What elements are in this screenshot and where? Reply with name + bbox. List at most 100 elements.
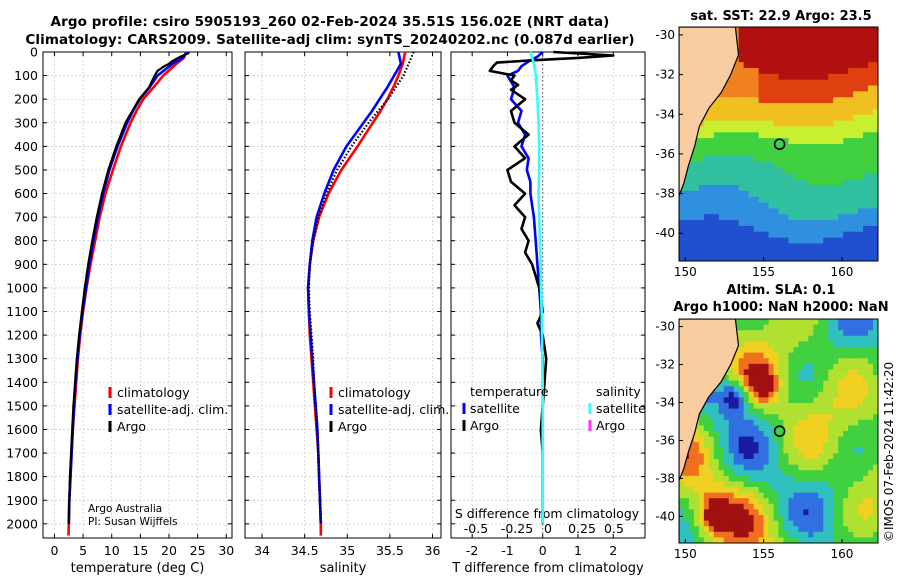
lat-tick-label: -40 bbox=[655, 226, 675, 240]
credit-line1: Argo Australia bbox=[88, 503, 162, 515]
y-tick-label: 1900 bbox=[6, 493, 38, 508]
axes-frame bbox=[244, 51, 442, 539]
argo-position-marker bbox=[773, 425, 786, 437]
lon-tick-label: 155 bbox=[752, 547, 775, 561]
x-tick-label: 34 bbox=[254, 543, 270, 558]
y-tick-label: 0 bbox=[30, 45, 38, 60]
lon-tick-label: 160 bbox=[831, 265, 854, 279]
x-tick-label: 25 bbox=[190, 543, 206, 558]
legend-label: Argo bbox=[338, 419, 367, 434]
secondary-tick-label: 0 bbox=[544, 521, 552, 536]
x-tick-label: 1 bbox=[574, 543, 582, 558]
y-tick-label: 2000 bbox=[6, 516, 38, 531]
x-tick-label: 2 bbox=[609, 543, 617, 558]
y-tick-label: 1500 bbox=[6, 398, 38, 413]
x-tick-label: 0 bbox=[50, 543, 58, 558]
lon-tick-label: 150 bbox=[674, 547, 697, 561]
y-tick-label: 500 bbox=[14, 162, 38, 177]
lat-tick-label: -36 bbox=[655, 433, 675, 447]
lat-tick-label: -32 bbox=[655, 68, 675, 82]
sst-map: -30 -32 -34 -36 -38 -40 150 155 160 bbox=[655, 26, 879, 279]
x-tick-label: 35 bbox=[339, 543, 355, 558]
x-tick-label: 30 bbox=[218, 543, 234, 558]
legend-label: satellite bbox=[470, 401, 520, 416]
x-axis-label: T difference from climatology bbox=[451, 561, 644, 576]
y-tick-label: 100 bbox=[14, 68, 38, 83]
temperature-panel: 0100200300400500600700800900100011001200… bbox=[6, 45, 234, 577]
credit-line2: PI: Susan Wijffels bbox=[88, 516, 178, 528]
lon-tick-label: 155 bbox=[752, 265, 775, 279]
argo-position-marker bbox=[773, 138, 786, 150]
x-axis-label: temperature (deg C) bbox=[71, 561, 205, 576]
imos-timestamp: ©IMOS 07-Feb-2024 11:42:20 bbox=[882, 361, 896, 542]
y-tick-label: 800 bbox=[14, 233, 38, 248]
legend-header: salinity bbox=[596, 384, 641, 399]
series-argo bbox=[307, 51, 415, 524]
lat-tick-label: -38 bbox=[655, 187, 675, 201]
figure-title-line2: Climatology: CARS2009. Satellite-adj cli… bbox=[25, 32, 635, 48]
sla-map-title-line2: Argo h1000: NaN h2000: NaN bbox=[673, 300, 889, 315]
lat-tick-label: -32 bbox=[655, 358, 675, 372]
legend-label: satellite bbox=[596, 401, 646, 416]
x-tick-label: 0 bbox=[539, 543, 547, 558]
x-tick-label: 35.5 bbox=[376, 543, 404, 558]
y-tick-label: 1200 bbox=[6, 328, 38, 343]
x-axis-label: salinity bbox=[320, 561, 367, 576]
sst-map-title: sat. SST: 22.9 Argo: 23.5 bbox=[690, 9, 872, 24]
x-tick-label: 34.5 bbox=[291, 543, 319, 558]
x-tick-label: -2 bbox=[466, 543, 478, 558]
map-field bbox=[679, 27, 878, 261]
land bbox=[679, 27, 740, 261]
legend-label: climatology bbox=[117, 385, 190, 400]
legend-label: Argo bbox=[470, 418, 499, 433]
secondary-tick-label: 0.5 bbox=[604, 521, 624, 536]
legend-label: satellite-adj. clim. bbox=[117, 402, 228, 417]
figure-title-line1: Argo profile: csiro 5905193_260 02-Feb-2… bbox=[50, 14, 610, 30]
y-tick-label: 1300 bbox=[6, 351, 38, 366]
land bbox=[679, 319, 740, 543]
y-tick-label: 400 bbox=[14, 139, 38, 154]
difference-panel: -2 -1 0 1 2 T difference from climatology S di… bbox=[450, 50, 646, 576]
legend-label: Argo bbox=[117, 419, 146, 434]
series-s-satellite bbox=[529, 51, 545, 524]
sla-map: -30 -32 -34 -36 -38 -40 150 155 160 bbox=[655, 318, 879, 561]
y-tick-label: 1100 bbox=[6, 304, 38, 319]
axes-frame bbox=[450, 51, 646, 539]
lat-tick-label: -30 bbox=[655, 28, 675, 42]
lat-tick-label: -34 bbox=[655, 107, 675, 121]
y-tick-label: 1700 bbox=[6, 446, 38, 461]
x-tick-label: 10 bbox=[104, 543, 120, 558]
x-tick-label: 5 bbox=[79, 543, 87, 558]
series-argo bbox=[67, 51, 190, 524]
secondary-tick-label: -0.5 bbox=[464, 521, 488, 536]
legend-header: temperature bbox=[470, 384, 549, 399]
lat-tick-label: -30 bbox=[655, 320, 675, 334]
series-climatology bbox=[306, 51, 407, 536]
legend-label: satellite-adj. clim. bbox=[338, 402, 449, 417]
y-tick-label: 1000 bbox=[6, 280, 38, 295]
salinity-panel: 34 34.5 35 35.5 36 salinity climatology satelli… bbox=[244, 51, 449, 576]
y-tick-label: 200 bbox=[14, 92, 38, 107]
lat-tick-label: -40 bbox=[655, 509, 675, 523]
secondary-tick-label: 0.25 bbox=[568, 521, 596, 536]
secondary-tick-label: -0.25 bbox=[501, 521, 533, 536]
map-field bbox=[679, 319, 878, 543]
lat-tick-label: -36 bbox=[655, 147, 675, 161]
sla-map-title-line1: Altim. SLA: 0.1 bbox=[726, 283, 836, 298]
y-tick-label: 600 bbox=[14, 186, 38, 201]
map-frame bbox=[678, 26, 879, 262]
series-t-argo bbox=[488, 50, 615, 524]
secondary-axis-label: S difference from climatology bbox=[455, 506, 640, 521]
legend-label: climatology bbox=[338, 385, 411, 400]
lon-tick-label: 160 bbox=[831, 547, 854, 561]
x-tick-label: 15 bbox=[132, 543, 148, 558]
y-tick-label: 1400 bbox=[6, 375, 38, 390]
legend-label: Argo bbox=[596, 418, 625, 433]
y-tick-label: 700 bbox=[14, 210, 38, 225]
x-tick-label: -1 bbox=[501, 543, 513, 558]
x-tick-label: 36 bbox=[425, 543, 441, 558]
y-tick-label: 300 bbox=[14, 115, 38, 130]
axes-frame bbox=[42, 51, 233, 539]
y-tick-label: 900 bbox=[14, 257, 38, 272]
